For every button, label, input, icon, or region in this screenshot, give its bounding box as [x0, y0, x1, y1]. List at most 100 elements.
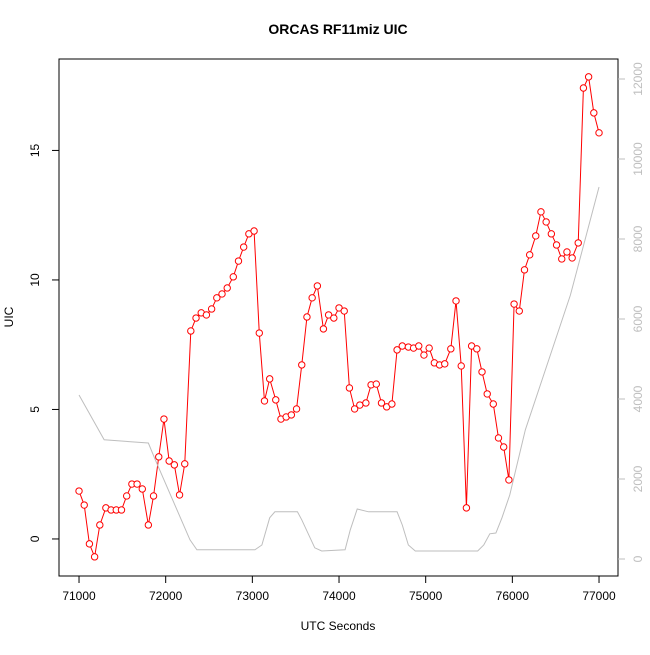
data-point: [590, 109, 598, 117]
data-point: [345, 384, 354, 392]
plot-frame: [58, 58, 619, 577]
data-point: [340, 307, 348, 315]
data-point: [362, 399, 370, 407]
data-point: [574, 239, 582, 247]
data-point: [265, 375, 274, 383]
data-point: [80, 501, 88, 509]
data-point: [170, 461, 179, 469]
x-tick-label: 76000: [496, 589, 530, 603]
data-point: [272, 396, 280, 404]
data-point: [388, 400, 396, 408]
data-point: [303, 313, 311, 321]
data-point: [563, 248, 571, 256]
data-point: [552, 241, 561, 249]
data-point: [420, 351, 428, 359]
x-tick-label: 77000: [582, 589, 616, 603]
data-point: [133, 480, 141, 488]
data-point: [415, 342, 423, 350]
data-point: [542, 218, 550, 226]
data-point: [350, 405, 359, 413]
data-point: [515, 307, 523, 315]
data-point: [250, 227, 258, 235]
y2-tick-label: 2000: [631, 465, 645, 492]
data-point: [287, 411, 296, 419]
data-point: [356, 401, 364, 409]
chart-title: ORCAS RF11miz UIC: [268, 21, 407, 37]
data-point: [595, 129, 603, 137]
data-point: [584, 73, 593, 81]
data-point: [160, 415, 168, 423]
x-tick-label: 72000: [149, 589, 183, 603]
data-point: [398, 342, 406, 350]
y-axis-label: UIC: [2, 306, 16, 327]
data-point: [187, 327, 195, 335]
data-point: [96, 521, 104, 529]
y-tick-label: 10: [28, 273, 42, 287]
data-point: [175, 491, 184, 499]
y-tick-label: 5: [28, 406, 42, 413]
data-point: [255, 329, 263, 337]
data-point: [117, 506, 126, 514]
data-point: [568, 254, 576, 262]
data-point: [138, 485, 146, 493]
x-tick-label: 71000: [62, 589, 96, 603]
data-point: [75, 487, 83, 495]
data-point: [473, 345, 481, 353]
data-point: [330, 314, 338, 322]
data-point: [532, 232, 540, 240]
data-point: [520, 266, 529, 274]
data-point: [90, 553, 99, 561]
data-point: [202, 311, 211, 319]
data-point: [149, 492, 158, 500]
data-point: [181, 460, 189, 468]
data-point: [494, 434, 503, 442]
data-point: [223, 284, 231, 292]
x-tick-label: 75000: [409, 589, 443, 603]
data-point: [452, 297, 460, 305]
data-point: [457, 362, 465, 370]
data-point: [377, 399, 386, 407]
data-point: [239, 243, 248, 251]
y2-tick-label: 12000: [631, 62, 645, 96]
data-point: [547, 230, 556, 238]
data-point: [447, 345, 455, 353]
y2-tick-label: 8000: [631, 225, 645, 252]
data-point: [579, 84, 588, 92]
data-point: [478, 368, 486, 376]
data-point: [144, 521, 153, 529]
y2-tick-label: 10000: [631, 142, 645, 176]
data-point: [313, 282, 322, 290]
data-point: [505, 476, 513, 484]
x-tick-label: 73000: [236, 589, 270, 603]
data-point: [372, 380, 380, 388]
x-tick-label: 74000: [322, 589, 356, 603]
data-point: [441, 360, 449, 368]
y2-tick-label: 6000: [631, 305, 645, 332]
data-point: [155, 453, 163, 461]
y2-tick-label: 0: [631, 555, 645, 562]
data-point: [319, 325, 328, 333]
data-point: [425, 344, 433, 352]
data-point: [499, 443, 508, 451]
data-point: [525, 251, 534, 259]
data-point: [483, 390, 491, 398]
data-point: [510, 300, 518, 308]
data-point: [308, 294, 316, 302]
data-point: [122, 492, 131, 500]
series-line: [78, 186, 600, 552]
y-tick-label: 0: [28, 535, 42, 542]
data-point: [292, 405, 301, 413]
data-point: [260, 397, 269, 405]
y2-tick-label: 4000: [631, 385, 645, 412]
data-point: [537, 208, 545, 216]
x-axis-label: UTC Seconds: [301, 619, 376, 633]
y-tick-label: 15: [28, 143, 42, 157]
data-point: [229, 273, 237, 281]
data-point: [165, 457, 173, 465]
data-point: [192, 314, 200, 322]
data-point: [489, 400, 497, 408]
data-point: [558, 255, 566, 263]
data-point: [207, 305, 216, 313]
